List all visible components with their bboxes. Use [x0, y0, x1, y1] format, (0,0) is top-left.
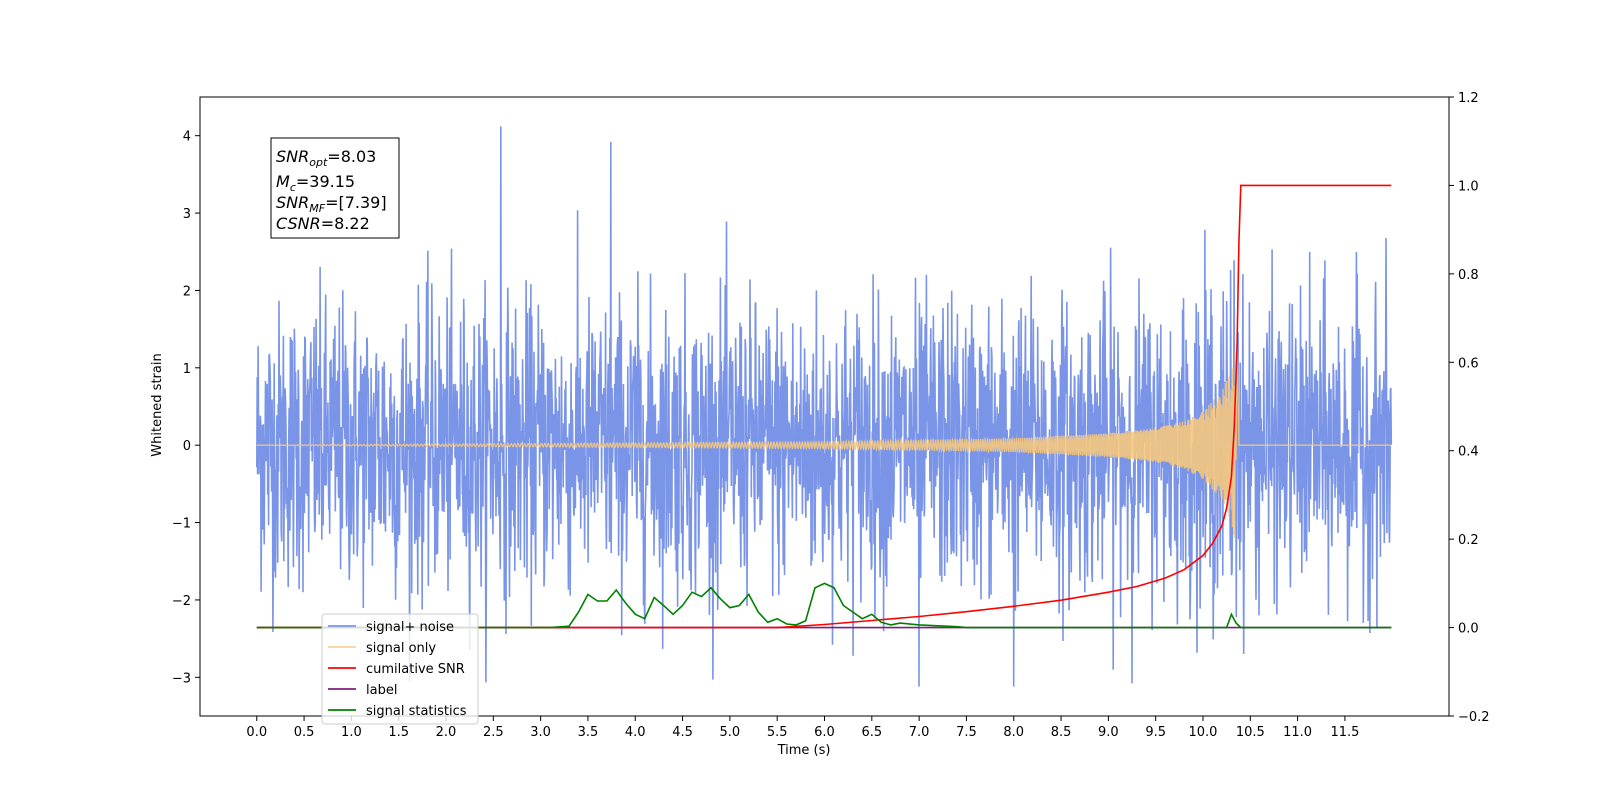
axis-ticks: 0.0 0.5 1.0 1.5 2.0 2.5 3.0 3.5 4.0 4.5 5.0 5.5 6.0 6…	[172, 91, 1490, 740]
legend-entry-label: cumilative SNR	[366, 662, 465, 677]
x-tick-label: 3.0	[530, 725, 551, 740]
x-tick-label: 0.0	[246, 725, 267, 740]
legend-entry-label: signal+ noise	[366, 620, 454, 635]
y-tick-label: 0	[183, 439, 191, 454]
y-tick-label: 4	[183, 130, 191, 145]
x-tick-label: 4.5	[672, 725, 693, 740]
series-line-cumulative-snr	[256, 184, 1392, 629]
x-tick-label: 5.5	[767, 725, 788, 740]
y-tick-label: −2	[172, 594, 191, 609]
x-tick-label: 2.0	[436, 725, 457, 740]
x-tick-label: 4.0	[625, 725, 646, 740]
annotation-line: CSNR=8.22	[276, 214, 370, 233]
x-tick-label: 8.0	[1003, 725, 1024, 740]
series-line-signal-only	[256, 343, 1392, 539]
x-tick-label: 1.0	[341, 725, 362, 740]
x-tick-label: 7.5	[956, 725, 977, 740]
x-tick-label: 5.0	[720, 725, 741, 740]
y-tick-label: −3	[172, 671, 191, 686]
x-tick-label: 6.0	[814, 725, 835, 740]
y2-tick-label: 1.2	[1458, 91, 1479, 106]
legend-entry-label: signal statistics	[366, 704, 467, 719]
x-tick-label: 11.0	[1283, 725, 1312, 740]
legend-entry-label: signal only	[366, 641, 436, 656]
legend-entry-label: label	[366, 683, 397, 698]
x-tick-label: 1.5	[388, 725, 409, 740]
y2-tick-label: 0.4	[1458, 445, 1479, 460]
x-tick-label: 6.5	[861, 725, 882, 740]
x-tick-label: 9.5	[1145, 725, 1166, 740]
series-line-signal-statistics	[256, 582, 1392, 629]
y-tick-label: −1	[172, 517, 191, 532]
x-tick-label: 0.5	[294, 725, 315, 740]
y2-tick-label: 0.2	[1458, 533, 1479, 548]
annotation-line: SNRMF=[7.39]	[276, 193, 387, 215]
y2-tick-label: 0.0	[1458, 622, 1479, 637]
x-tick-label: 9.0	[1098, 725, 1119, 740]
y2-tick-label: −0.2	[1458, 710, 1490, 725]
y-tick-label: 1	[183, 362, 191, 377]
y2-tick-label: 1.0	[1458, 179, 1479, 194]
x-tick-label: 7.0	[909, 725, 930, 740]
x-tick-label: 3.5	[578, 725, 599, 740]
x-tick-label: 11.5	[1330, 725, 1359, 740]
y2-tick-label: 0.6	[1458, 356, 1479, 371]
x-axis-label: Time (s)	[777, 743, 831, 758]
legend-box	[321, 613, 479, 725]
x-tick-label: 8.5	[1051, 725, 1072, 740]
x-tick-label: 10.0	[1189, 725, 1218, 740]
y-axis-label: Whitened strain	[150, 353, 165, 456]
y2-tick-label: 0.8	[1458, 268, 1479, 283]
x-tick-label: 10.5	[1236, 725, 1265, 740]
y-tick-label: 2	[183, 284, 191, 299]
annotation-box	[270, 137, 400, 239]
x-tick-label: 2.5	[483, 725, 504, 740]
legend: signal+ noise signal only cumilative SNR la…	[321, 613, 479, 725]
annotation-line: Mc=39.15	[276, 172, 355, 194]
annotation-line: SNRopt=8.03	[276, 147, 376, 169]
y-tick-label: 3	[183, 207, 191, 222]
